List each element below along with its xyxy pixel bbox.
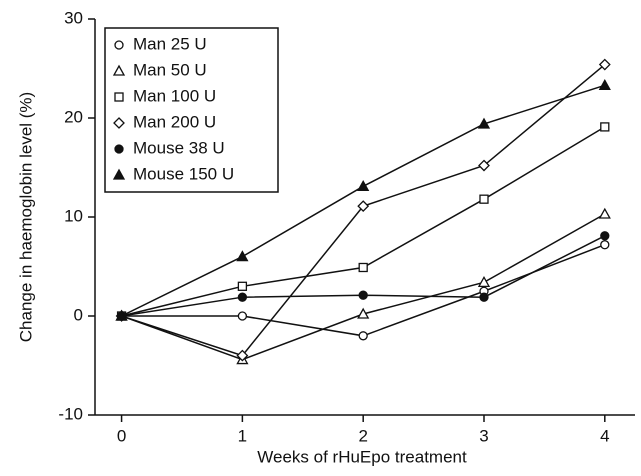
- legend-label: Man 25 U: [133, 34, 207, 53]
- x-axis-label: Weeks of rHuEpo treatment: [257, 447, 467, 466]
- data-point: [357, 200, 370, 213]
- x-tick-label: 3: [479, 426, 488, 445]
- legend-label: Man 100 U: [133, 86, 216, 105]
- legend-label: Man 200 U: [133, 112, 216, 131]
- data-point: [358, 262, 368, 273]
- data-point: [477, 117, 491, 129]
- data-point: [357, 179, 370, 191]
- data-point: [479, 194, 489, 204]
- legend-marker: [114, 40, 124, 50]
- x-tick-label: 2: [358, 426, 367, 445]
- data-point: [115, 309, 128, 321]
- data-point: [358, 290, 368, 300]
- y-axis-label: Change in haemoglobin level (%): [16, 92, 35, 342]
- legend-marker: [112, 64, 126, 76]
- legend-label: Mouse 38 U: [133, 138, 225, 157]
- data-point: [478, 159, 490, 172]
- data-point: [237, 311, 248, 321]
- y-tick-label: 0: [74, 305, 83, 324]
- data-point: [236, 349, 249, 362]
- y-tick-label: 30: [64, 8, 83, 27]
- x-tick-label: 0: [117, 426, 126, 445]
- data-point: [237, 292, 248, 302]
- data-point: [598, 58, 611, 71]
- y-tick-label: 10: [64, 206, 83, 225]
- legend-marker: [112, 168, 126, 180]
- y-tick-label: -10: [58, 404, 83, 423]
- x-tick-label: 4: [600, 426, 609, 445]
- data-point: [236, 250, 249, 262]
- series-line: [121, 244, 606, 337]
- series-line: [121, 235, 606, 317]
- legend-marker: [114, 92, 124, 102]
- data-point: [600, 122, 610, 132]
- data-point: [598, 78, 611, 90]
- legend-label: Mouse 150 U: [133, 164, 234, 183]
- legend-marker: [114, 144, 124, 154]
- data-point: [479, 292, 489, 302]
- data-point: [237, 281, 248, 291]
- data-point: [600, 231, 610, 241]
- legend-marker: [113, 117, 125, 129]
- data-point: [600, 240, 610, 250]
- data-point: [598, 207, 611, 219]
- legend-box: [104, 27, 279, 193]
- x-tick-label: 1: [238, 426, 247, 445]
- data-point: [357, 307, 370, 319]
- y-tick-label: 20: [64, 107, 83, 126]
- legend-label: Man 50 U: [133, 60, 207, 79]
- data-point: [358, 331, 368, 341]
- data-point: [477, 276, 491, 287]
